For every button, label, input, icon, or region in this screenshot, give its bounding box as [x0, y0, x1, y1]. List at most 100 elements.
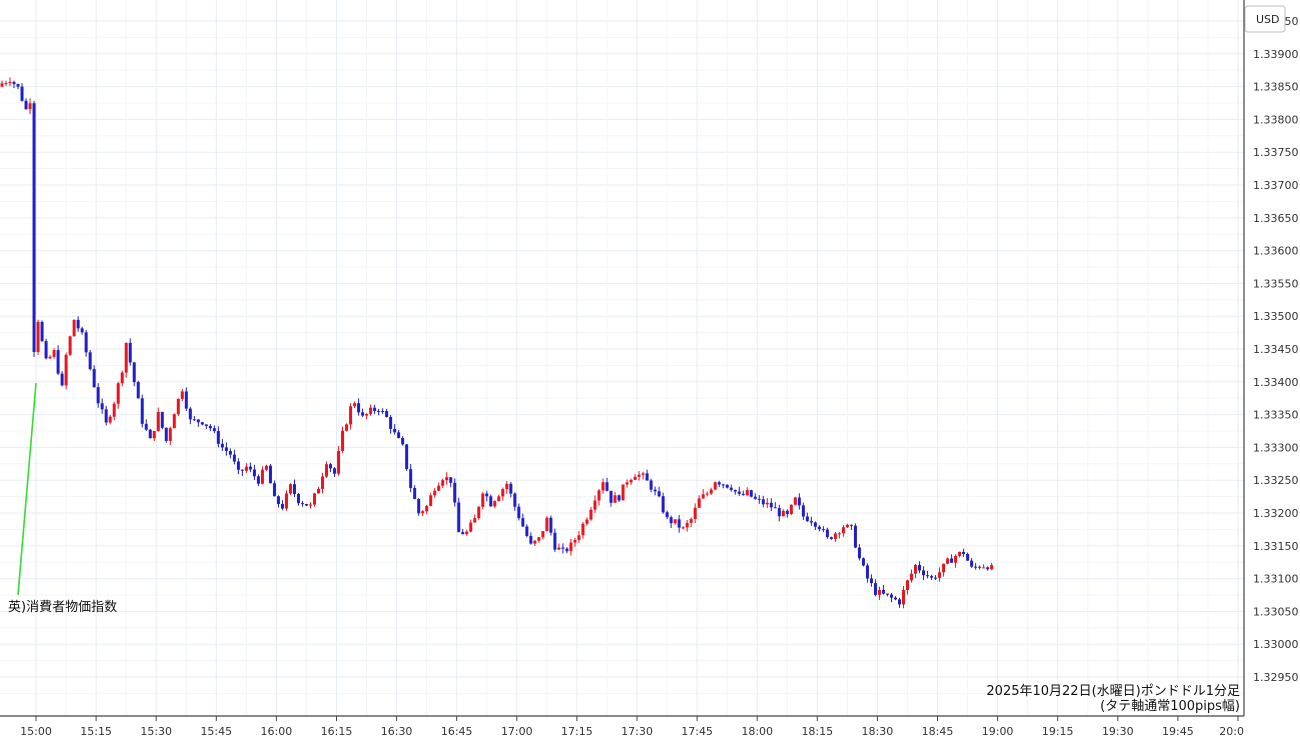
candle-body [208, 425, 212, 429]
x-tick-label: 16:45 [441, 725, 473, 738]
candle-body [64, 354, 68, 386]
candle-body [845, 524, 849, 528]
candle-body [741, 493, 745, 495]
candle-body [48, 356, 52, 359]
candle-body [361, 412, 365, 416]
candle-body [893, 597, 897, 600]
candle-body [421, 511, 425, 514]
candle-body [92, 369, 96, 388]
candle-body [825, 529, 829, 538]
candle-body [641, 473, 645, 475]
candle-body [549, 517, 553, 533]
candle-body [958, 551, 962, 556]
candle-body [188, 408, 192, 420]
x-tick-label: 17:45 [681, 725, 713, 738]
candle-body [605, 482, 609, 491]
candle-body [369, 407, 373, 414]
candle-body [136, 382, 140, 399]
candle-body [621, 484, 625, 501]
x-tick-label: 19:45 [1162, 725, 1194, 738]
candle-body [60, 373, 64, 386]
y-tick-label: 1.33500 [1253, 310, 1299, 323]
candle-body [453, 482, 457, 503]
candle-body [773, 507, 777, 509]
candle-body [745, 490, 749, 495]
candle-body [553, 532, 557, 550]
candle-body [533, 540, 537, 544]
candle-body [172, 414, 176, 429]
candle-body [617, 495, 621, 501]
candle-body [433, 490, 437, 496]
chart-caption-line1: 2025年10月22日(水曜日)ポンドドル1分足 [986, 684, 1240, 699]
candle-body [493, 501, 497, 507]
candle-body [236, 461, 240, 470]
x-tick-label: 18:30 [862, 725, 894, 738]
candle-body [429, 495, 433, 506]
candle-body [725, 484, 729, 488]
candle-body [72, 319, 76, 337]
candle-body [296, 493, 300, 504]
candle-body [649, 480, 653, 490]
y-axis-panel [1244, 0, 1300, 745]
y-tick-label: 1.33300 [1253, 441, 1299, 454]
candle-body [509, 483, 513, 494]
candle-body [413, 487, 417, 499]
candle-body [541, 531, 545, 538]
candle-body [449, 477, 453, 483]
candle-body [397, 432, 401, 438]
candle-body [353, 403, 357, 407]
y-tick-label: 1.33400 [1253, 376, 1299, 389]
x-tick-label: 17:00 [501, 725, 533, 738]
candle-body [789, 504, 793, 515]
candle-body [593, 500, 597, 510]
x-tick-label: 16:00 [261, 725, 293, 738]
candle-body [990, 565, 994, 570]
candle-body [513, 493, 517, 507]
candle-body [228, 451, 232, 455]
candle-body [301, 503, 304, 505]
candle-body [28, 103, 32, 110]
candle-body [585, 519, 589, 524]
candle-body [357, 403, 361, 413]
candle-body [401, 437, 405, 445]
candle-body [4, 83, 8, 85]
candle-body [216, 431, 220, 444]
candle-body [569, 542, 573, 552]
candle-body [966, 554, 970, 561]
candle-body [132, 362, 136, 383]
candle-body [669, 517, 673, 524]
candle-body [837, 533, 841, 535]
candle-body [721, 484, 725, 486]
candle-body [930, 576, 934, 578]
x-tick-label: 18:00 [741, 725, 773, 738]
candle-body [753, 496, 757, 499]
candle-body [829, 537, 833, 539]
candle-body [12, 82, 16, 85]
candle-body [757, 498, 761, 500]
y-tick-label: 1.33550 [1253, 277, 1299, 290]
candle-body [637, 474, 641, 477]
candle-body [240, 469, 244, 471]
candle-body [625, 482, 629, 485]
candle-body [545, 517, 549, 532]
candle-body [260, 469, 264, 484]
candle-body [954, 555, 958, 563]
candle-body [785, 510, 789, 515]
candle-body [918, 564, 922, 571]
candle-body [80, 328, 84, 333]
candle-body [701, 494, 705, 499]
x-tick-label: 15:00 [20, 725, 52, 738]
candle-body [841, 527, 845, 534]
candle-body [849, 524, 853, 526]
x-tick-label: 19:00 [982, 725, 1014, 738]
x-tick-label: 18:45 [922, 725, 954, 738]
candle-body [377, 410, 381, 412]
candle-body [156, 411, 160, 432]
candle-body [276, 496, 280, 505]
candle-body [40, 321, 44, 342]
candle-body [497, 496, 501, 502]
candle-body [577, 535, 581, 540]
annotation-label: 英)消費者物価指数 [8, 600, 117, 615]
candle-body [765, 502, 769, 505]
